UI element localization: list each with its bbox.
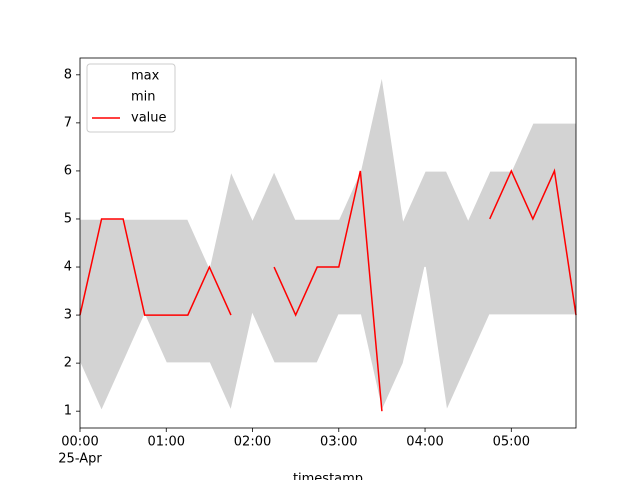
- y-tick-label: 3: [64, 308, 72, 323]
- legend-label: max: [131, 69, 160, 84]
- series-line: [80, 74, 576, 270]
- y-tick-label: 6: [64, 163, 72, 178]
- legend-label: min: [131, 90, 156, 105]
- range-fill: [80, 74, 576, 412]
- legend-box: [86, 63, 176, 133]
- legend-label: value: [131, 111, 167, 126]
- y-tick-label: 1: [64, 404, 72, 419]
- series-line: [79, 266, 576, 414]
- y-tick-label: 7: [64, 115, 72, 130]
- x-date-label: 25-Apr: [58, 452, 102, 467]
- x-tick-label: 04:00: [406, 435, 443, 450]
- series-line: [79, 168, 577, 412]
- x-tick-label: 01:00: [148, 435, 185, 450]
- y-tick-label: 8: [64, 67, 72, 82]
- y-tick-label: 4: [64, 260, 72, 275]
- x-axis-label: timestamp: [293, 472, 363, 480]
- plot-frame: [79, 57, 577, 429]
- x-tick-label: 05:00: [493, 435, 530, 450]
- y-tick-label: 2: [64, 356, 72, 371]
- x-tick-label: 00:00: [61, 435, 98, 450]
- y-tick-label: 5: [64, 211, 72, 226]
- x-tick-label: 02:00: [234, 435, 271, 450]
- x-tick-label: 03:00: [320, 435, 357, 450]
